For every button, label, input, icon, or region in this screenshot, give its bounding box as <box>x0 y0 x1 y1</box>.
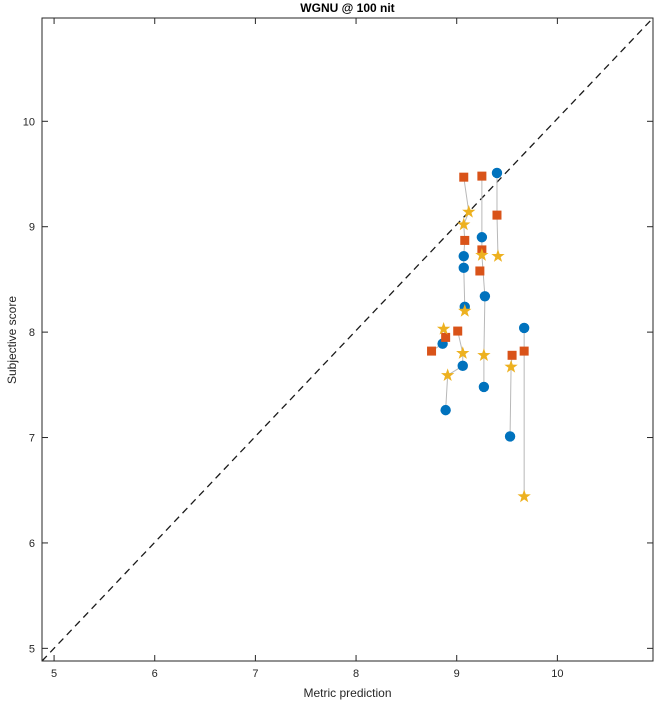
chart-title: WGNU @ 100 nit <box>300 1 395 15</box>
plot-box-border <box>41 17 654 662</box>
y-axis-label: Subjective score <box>5 295 19 385</box>
x-tick-labels: 5 6 7 8 9 10 <box>51 668 563 680</box>
svg-text:10: 10 <box>551 668 563 680</box>
axis-ticks <box>42 18 653 661</box>
svg-text:6: 6 <box>152 668 158 680</box>
svg-text:9: 9 <box>29 222 35 234</box>
svg-text:8: 8 <box>353 668 359 680</box>
star-series-markers <box>436 204 531 503</box>
svg-text:7: 7 <box>252 668 258 680</box>
svg-text:9: 9 <box>454 668 460 680</box>
x-axis-label: Metric prediction <box>303 686 392 700</box>
y-tick-labels: 5 6 7 8 9 10 <box>23 116 35 655</box>
svg-text:10: 10 <box>23 116 35 128</box>
svg-text:7: 7 <box>29 433 35 445</box>
identity-line <box>41 17 654 662</box>
svg-text:6: 6 <box>29 538 35 550</box>
svg-text:5: 5 <box>51 668 57 680</box>
svg-text:8: 8 <box>29 327 35 339</box>
svg-text:5: 5 <box>29 643 35 655</box>
